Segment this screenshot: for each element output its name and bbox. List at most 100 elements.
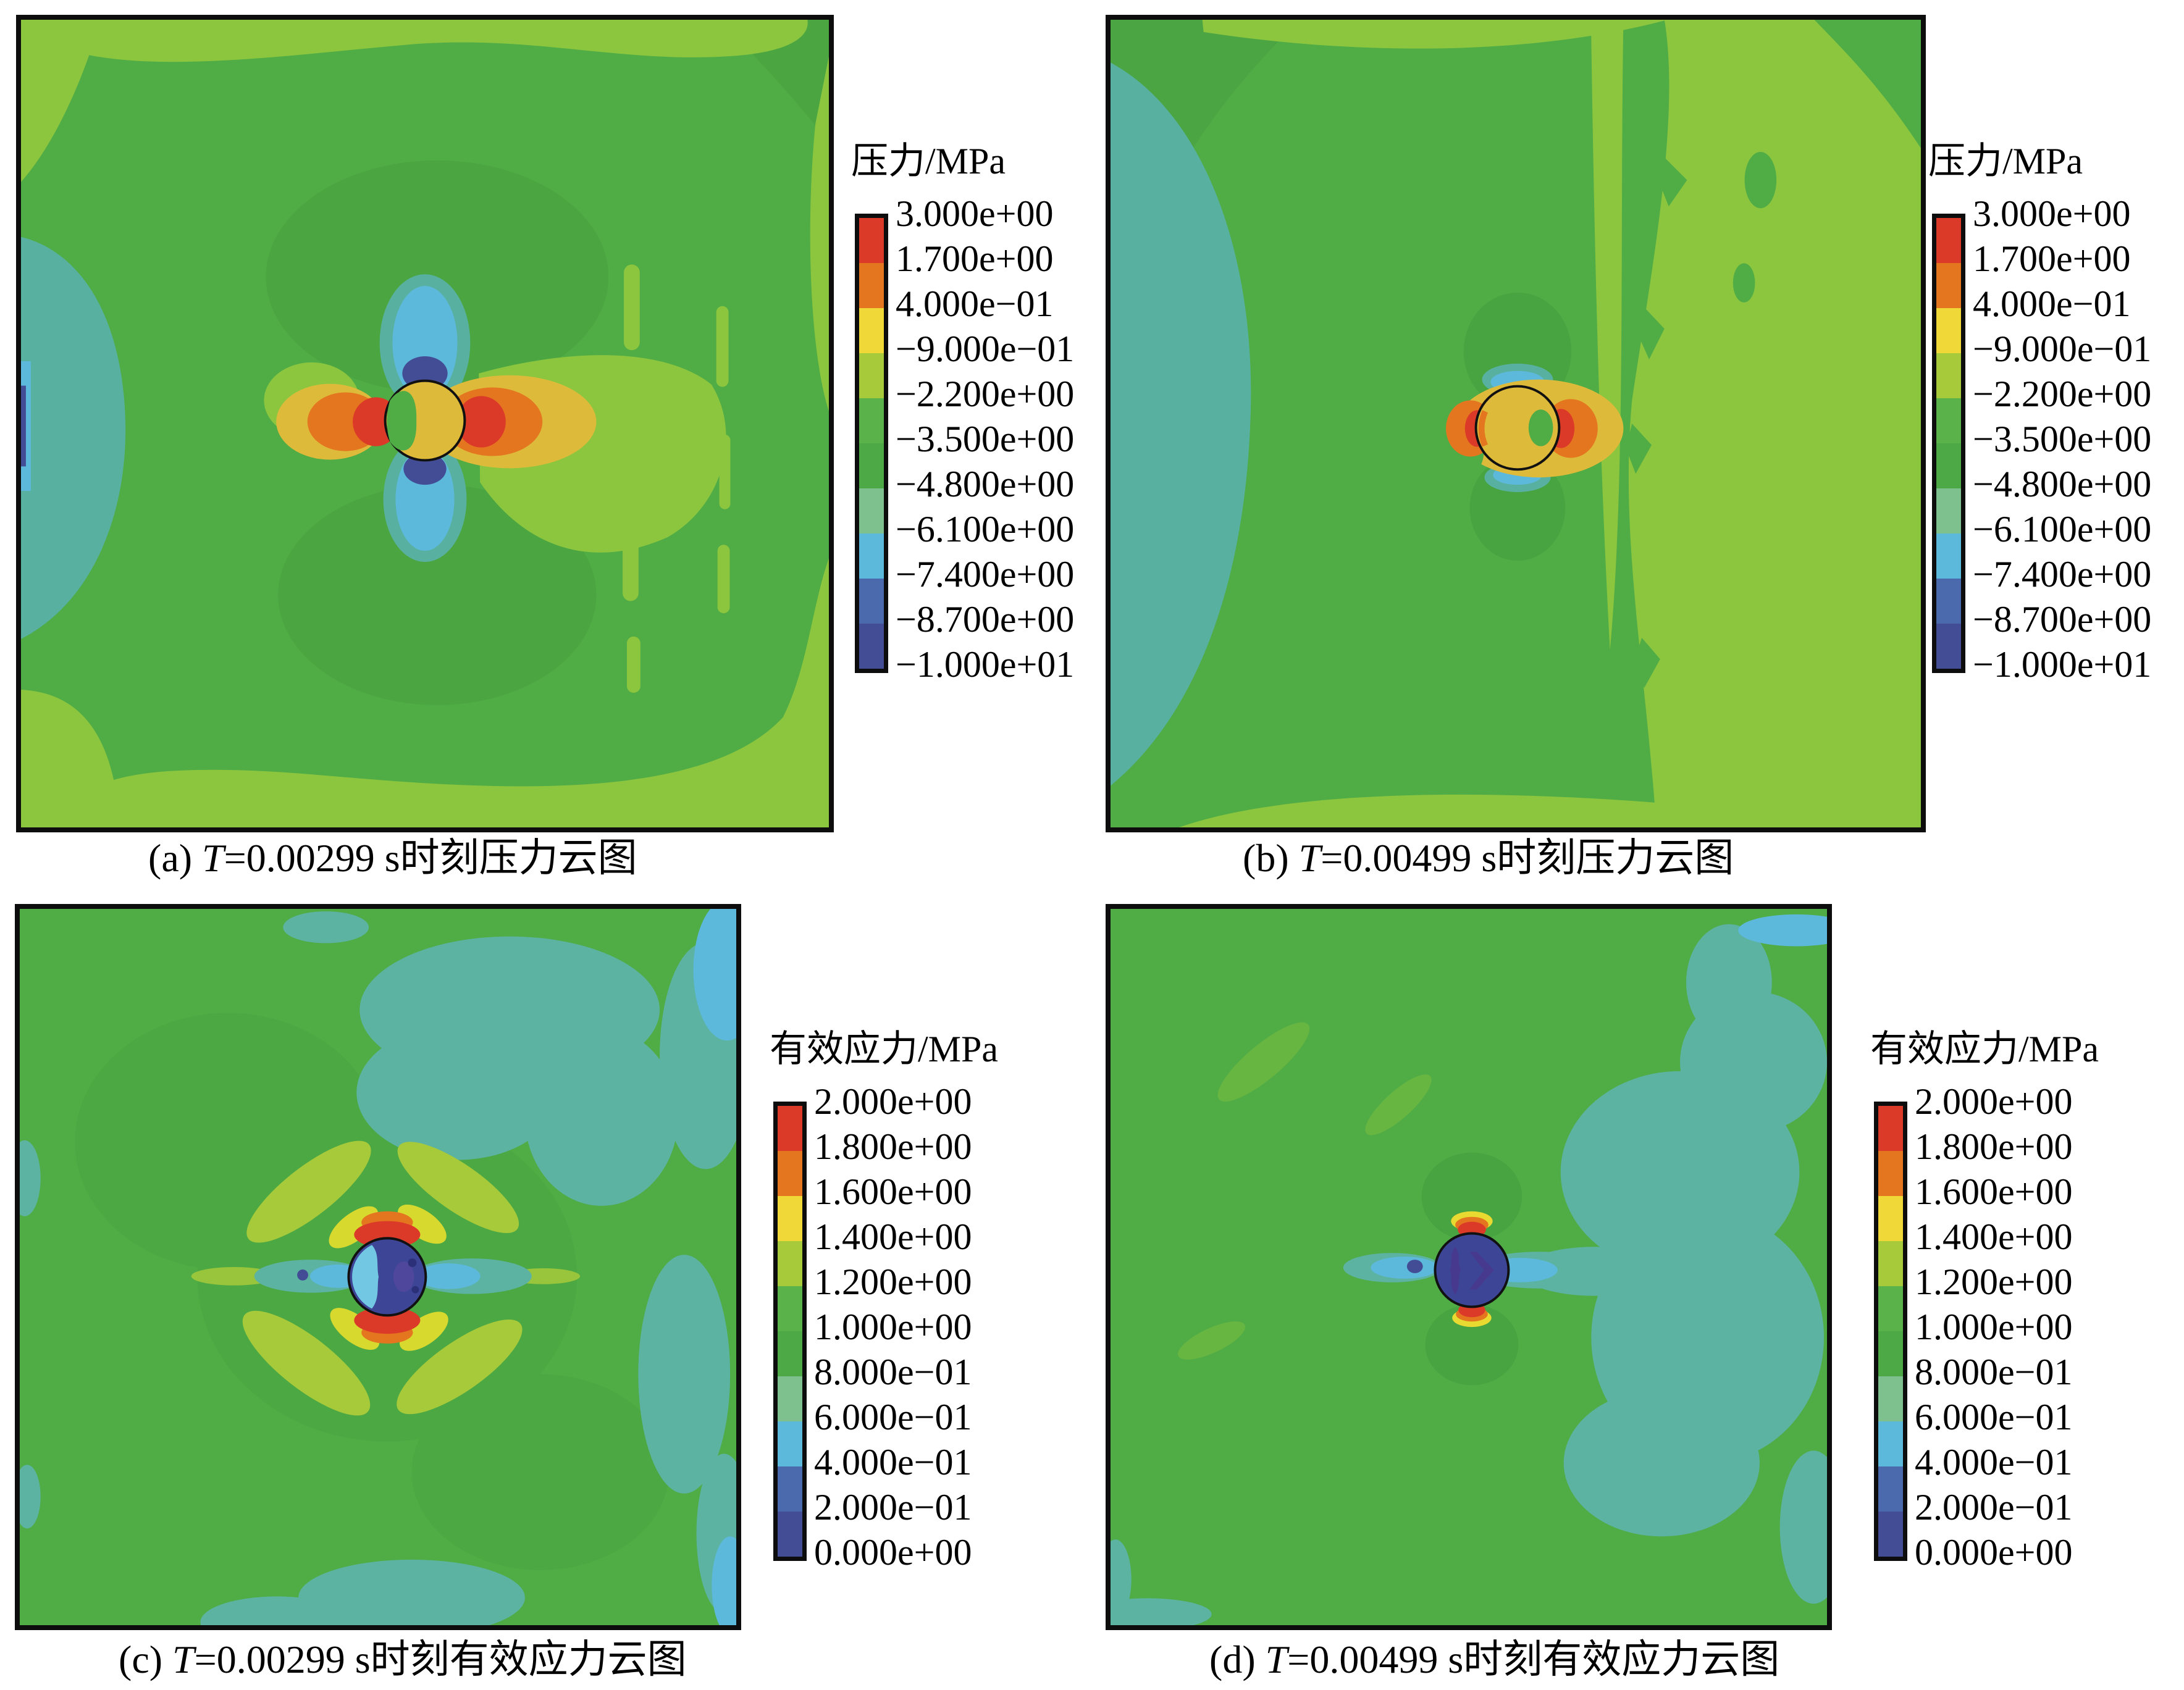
legend-tick-label: 4.000e−01 — [1915, 1442, 2073, 1483]
legend-labels: 2.000e+00 1.800e+00 1.600e+00 1.400e+00 1.20… — [1915, 1081, 2137, 1589]
caption-text: =0.00299 s时刻有效应力云图 — [194, 1638, 687, 1681]
legend-title: 有效应力/MPa — [770, 1029, 999, 1069]
legend-tick-label: −3.500e+00 — [896, 419, 1075, 459]
horizontal-low-stress-band — [254, 1258, 532, 1294]
legend-pressure-b: 压力/MPa 3.000e+00 1.700e+00 4.000e−01 −9.000… — [1928, 141, 2151, 685]
legend-stress-c: 有效应力/MPa 2.000e+00 1.800e+00 1.600e+00 1.40… — [770, 1029, 999, 1573]
colorbar-cell — [1936, 533, 1961, 579]
caption-time-symbol: T — [1265, 1638, 1288, 1681]
colorbar-cell — [859, 579, 884, 624]
colorbar-cell — [1878, 1106, 1903, 1151]
colorbar-cell — [778, 1376, 802, 1421]
caption-panel-b: (b) T=0.00499 s时刻压力云图 — [1243, 835, 1734, 882]
colorbar-cell — [778, 1106, 802, 1151]
caption-panel-a: (a) T=0.00299 s时刻压力云图 — [148, 835, 637, 882]
caption-time-symbol: T — [202, 836, 224, 880]
colorbar-cell — [1878, 1421, 1903, 1466]
caption-panel-c: (c) T=0.00299 s时刻有效应力云图 — [119, 1636, 687, 1683]
caption-prefix: (d) — [1209, 1638, 1266, 1681]
legend-tick-label: −4.800e+00 — [896, 464, 1075, 504]
legend-tick-label: 2.000e+00 — [1915, 1081, 2073, 1122]
darker-pressure-regions — [266, 20, 829, 705]
caption-prefix: (a) — [148, 836, 203, 880]
legend-tick-label: 4.000e−01 — [1973, 283, 2131, 324]
colorbar-cell — [1878, 1286, 1903, 1331]
legend-tick-label: 1.600e+00 — [1915, 1171, 2073, 1212]
colorbar-cell — [859, 443, 884, 488]
colorbar-cell — [1936, 488, 1961, 533]
colorbar-cell — [859, 624, 884, 669]
darker-corner-wedge — [1111, 20, 1301, 304]
contour-plot-stress-c — [15, 904, 741, 1630]
legend-title: 压力/MPa — [851, 141, 1006, 182]
legend-tick-label: 1.700e+00 — [1973, 238, 2131, 279]
blue-corner-patch — [693, 909, 736, 1041]
cavity-pressure-feature — [276, 274, 597, 562]
legend-tick-label: 8.000e−01 — [1915, 1352, 2073, 1392]
legend-tick-label: 1.800e+00 — [1915, 1126, 2073, 1167]
legend-tick-label: 0.000e+00 — [814, 1532, 972, 1573]
contour-plot-stress-d — [1106, 904, 1832, 1630]
pressure-contour-svg-a — [21, 20, 829, 827]
left-low-pressure-zone — [1111, 62, 1251, 786]
contour-plot-pressure-a — [16, 15, 834, 832]
legend-tick-label: 1.800e+00 — [814, 1126, 972, 1167]
teal-low-stress-region — [1111, 924, 1827, 1625]
legend-tick-label: 8.000e−01 — [814, 1352, 972, 1392]
cavity-pressure-feature — [1408, 292, 1624, 561]
colorbar-cell — [1878, 1151, 1903, 1196]
legend-tick-label: 1.700e+00 — [896, 238, 1054, 279]
legend-tick-label: −2.200e+00 — [1973, 374, 2152, 414]
legend-tick-label: −6.100e+00 — [896, 509, 1075, 550]
legend-tick-label: 3.000e+00 — [1973, 193, 2131, 234]
faint-light-streaks — [1178, 1022, 1432, 1360]
legend-tick-label: 2.000e−01 — [814, 1487, 972, 1528]
caption-text: =0.00499 s时刻压力云图 — [1321, 836, 1734, 880]
legend-title: 压力/MPa — [1928, 141, 2083, 182]
caption-text: =0.00499 s时刻有效应力云图 — [1287, 1638, 1780, 1681]
legend-tick-label: −8.700e+00 — [896, 599, 1075, 640]
legend-tick-label: 4.000e−01 — [814, 1442, 972, 1483]
stress-contour-svg-d — [1111, 909, 1827, 1625]
contour-plot-pressure-b — [1106, 15, 1926, 832]
legend-tick-label: 1.600e+00 — [814, 1171, 972, 1212]
colorbar-cell — [859, 353, 884, 398]
colorbar-cell — [1936, 218, 1961, 263]
legend-tick-label: 2.000e+00 — [814, 1081, 972, 1122]
caption-panel-d: (d) T=0.00499 s时刻有效应力云图 — [1209, 1636, 1779, 1683]
colorbar-cell — [778, 1151, 802, 1196]
legend-tick-label: 1.000e+00 — [814, 1307, 972, 1347]
colorbar — [855, 214, 888, 673]
colorbar-cell — [859, 533, 884, 579]
legend-tick-label: 2.000e−01 — [1915, 1487, 2073, 1528]
legend-stress-d: 有效应力/MPa 2.000e+00 1.800e+00 1.600e+00 1.40… — [1870, 1029, 2099, 1573]
cavity-circle — [1434, 1232, 1510, 1308]
legend-labels: 3.000e+00 1.700e+00 4.000e−01 −9.000e−01 −2.… — [1973, 193, 2184, 701]
legend-tick-label: −7.400e+00 — [1973, 554, 2152, 595]
legend-tick-label: 4.000e−01 — [896, 283, 1054, 324]
colorbar — [1932, 214, 1965, 673]
stress-concentration-arcs — [354, 1211, 421, 1344]
colorbar-cell — [1936, 443, 1961, 488]
colorbar-cell — [1936, 624, 1961, 669]
colorbar-cell — [778, 1286, 802, 1331]
colorbar-cell — [859, 488, 884, 533]
colorbar-cell — [1878, 1331, 1903, 1376]
legend-tick-label: 6.000e−01 — [814, 1397, 972, 1437]
legend-tick-label: 1.000e+00 — [1915, 1307, 2073, 1347]
cavity-stress-core — [347, 1237, 427, 1317]
caption-prefix: (b) — [1243, 836, 1299, 880]
stress-contour-svg-c — [20, 909, 736, 1625]
legend-tick-label: −9.000e−01 — [1973, 328, 2152, 369]
colorbar-cell — [1936, 308, 1961, 353]
legend-tick-label: −1.000e+01 — [896, 644, 1075, 685]
colorbar-cell — [859, 398, 884, 443]
colorbar-cell — [778, 1196, 802, 1241]
colorbar-cell — [1936, 353, 1961, 398]
colorbar-cell — [1936, 263, 1961, 308]
colorbar-cell — [859, 218, 884, 263]
legend-title: 有效应力/MPa — [1870, 1029, 2099, 1069]
colorbar-cell — [1878, 1241, 1903, 1286]
legend-tick-label: −4.800e+00 — [1973, 464, 2152, 504]
